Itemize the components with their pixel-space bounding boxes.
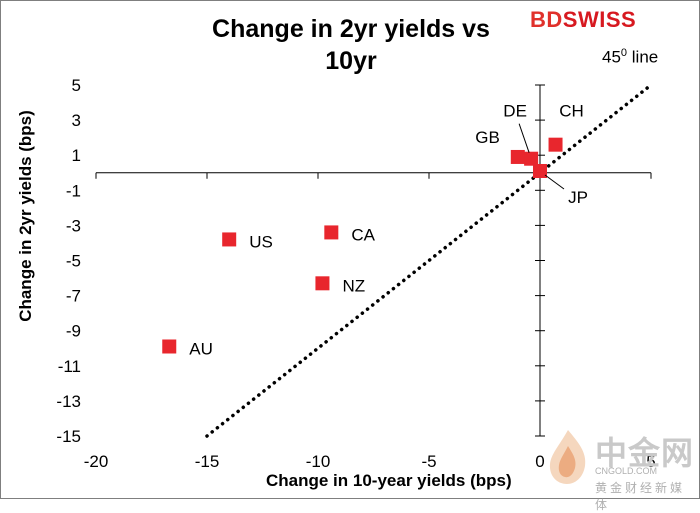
leader-line-jp xyxy=(544,174,565,190)
reference-line-label-sup: 0 xyxy=(620,47,628,59)
point-marker-au xyxy=(162,339,177,354)
y-tick-label: -9 xyxy=(66,322,81,341)
reference-line-label: 450 line xyxy=(602,47,658,68)
point-marker-nz xyxy=(315,276,330,291)
watermark-domain: CNGOLD.COM xyxy=(595,466,658,476)
x-tick-label: -20 xyxy=(84,452,109,471)
point-marker-ca xyxy=(324,225,339,240)
chart-title: Change in 2yr yields vs 10yr xyxy=(181,13,521,77)
reference-line-45deg xyxy=(205,83,653,438)
x-tick-label: -5 xyxy=(421,452,436,471)
reference-line-label-suffix: line xyxy=(627,47,659,67)
leader-line-de xyxy=(518,123,530,153)
cngold-watermark: 中金网 CNGOLD.COM 黄金财经新媒体 xyxy=(545,426,695,512)
bdswiss-logo: BDSWISS xyxy=(530,7,636,33)
y-tick-label: -5 xyxy=(66,252,81,271)
point-label-au: AU xyxy=(189,339,213,358)
y-tick-label: 5 xyxy=(72,76,81,95)
chart-title-line-1: Change in 2yr yields vs xyxy=(212,15,490,43)
watermark-logo-icon xyxy=(549,430,586,484)
point-marker-de xyxy=(524,151,539,166)
y-tick-label: -11 xyxy=(58,357,81,376)
point-label-us: US xyxy=(249,232,273,251)
logo-part-bd: BD xyxy=(530,7,563,32)
y-tick-label: -7 xyxy=(66,287,81,306)
point-label-ch: CH xyxy=(559,102,584,121)
point-marker-us xyxy=(222,232,237,247)
point-marker-gb xyxy=(510,149,525,164)
point-label-nz: NZ xyxy=(342,276,365,295)
y-tick-label: -3 xyxy=(66,216,81,235)
watermark-text: 中金网 xyxy=(595,435,695,471)
point-label-jp: JP xyxy=(568,188,588,207)
x-tick-label: 0 xyxy=(535,452,544,471)
x-tick-label: 5 xyxy=(646,452,655,471)
y-tick-label: -13 xyxy=(56,392,81,411)
point-label-de: DE xyxy=(503,102,527,121)
x-tick-label: -15 xyxy=(195,452,220,471)
point-label-ca: CA xyxy=(351,225,375,244)
x-tick-label: -10 xyxy=(306,452,331,471)
y-tick-label: 3 xyxy=(72,111,81,130)
point-marker-ch xyxy=(548,137,563,152)
point-marker-jp xyxy=(533,163,547,178)
point-label-gb: GB xyxy=(475,128,500,147)
chart-title-line-2: 10yr xyxy=(325,47,377,75)
watermark-tagline: 黄金财经新媒体 xyxy=(595,481,686,512)
y-tick-label: -15 xyxy=(56,427,81,446)
reference-line-label-number: 45 xyxy=(602,47,621,67)
x-axis-label: Change in 10-year yields (bps) xyxy=(266,471,512,490)
y-tick-label: -1 xyxy=(66,181,81,200)
logo-part-swiss: SWISS xyxy=(562,7,637,32)
y-tick-label: 1 xyxy=(72,146,81,165)
